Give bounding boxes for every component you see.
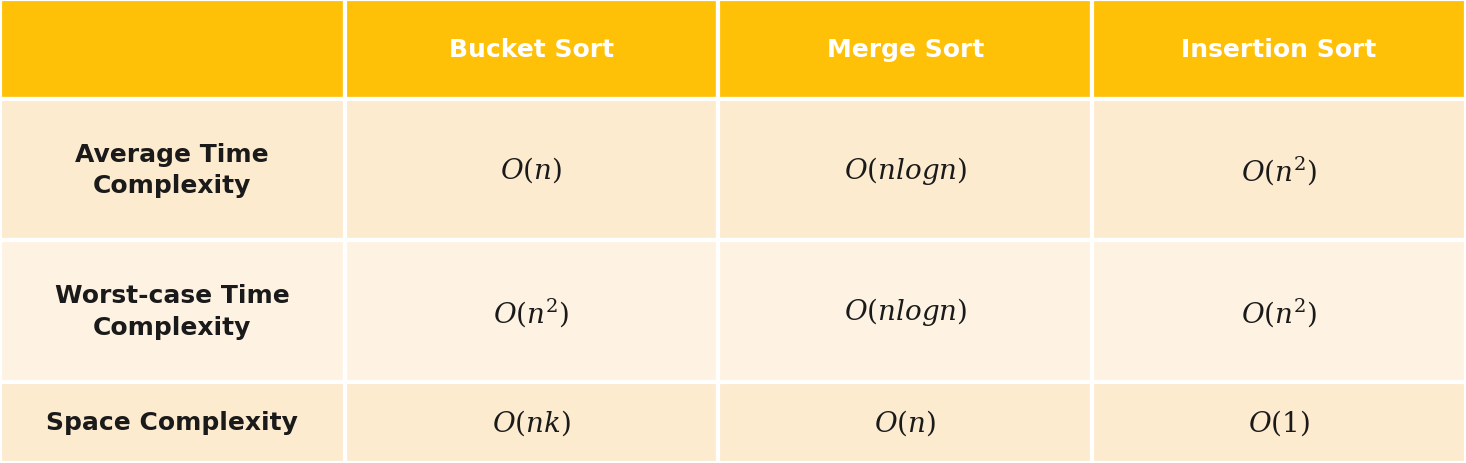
Bar (345, 100, 718, 241)
Text: Space Complexity: Space Complexity (47, 411, 298, 434)
Bar (345, 382, 718, 463)
Text: $\mathit{O}(n^{2})$: $\mathit{O}(n^{2})$ (1240, 154, 1318, 187)
Text: $\mathit{O}(n^{2})$: $\mathit{O}(n^{2})$ (493, 295, 570, 328)
Bar (718, 100, 1092, 241)
Bar (1092, 241, 1466, 382)
Bar (0, 0, 345, 100)
Bar (345, 0, 718, 100)
Text: $\mathit{O}(n)$: $\mathit{O}(n)$ (874, 407, 937, 438)
Text: $\mathit{O}(n)$: $\mathit{O}(n)$ (500, 155, 563, 185)
Bar (0, 100, 345, 241)
Bar (718, 241, 1092, 382)
Bar (1092, 0, 1466, 100)
Text: Bucket Sort: Bucket Sort (449, 38, 614, 62)
Bar (345, 241, 718, 382)
Text: $\mathit{O}(nk)$: $\mathit{O}(nk)$ (493, 407, 570, 438)
Bar (0, 382, 345, 463)
Bar (718, 382, 1092, 463)
Text: Merge Sort: Merge Sort (827, 38, 984, 62)
Bar (1092, 100, 1466, 241)
Text: Average Time
Complexity: Average Time Complexity (75, 143, 270, 198)
Text: $\mathit{O}(nlogn)$: $\mathit{O}(nlogn)$ (843, 295, 968, 327)
Bar (718, 0, 1092, 100)
Text: Worst-case Time
Complexity: Worst-case Time Complexity (54, 284, 290, 339)
Bar (0, 241, 345, 382)
Text: $\mathit{O}(nlogn)$: $\mathit{O}(nlogn)$ (843, 154, 968, 186)
Bar (1092, 382, 1466, 463)
Text: $\mathit{O}(n^{2})$: $\mathit{O}(n^{2})$ (1240, 295, 1318, 328)
Text: Insertion Sort: Insertion Sort (1182, 38, 1377, 62)
Text: $\mathit{O}(1)$: $\mathit{O}(1)$ (1248, 407, 1311, 438)
